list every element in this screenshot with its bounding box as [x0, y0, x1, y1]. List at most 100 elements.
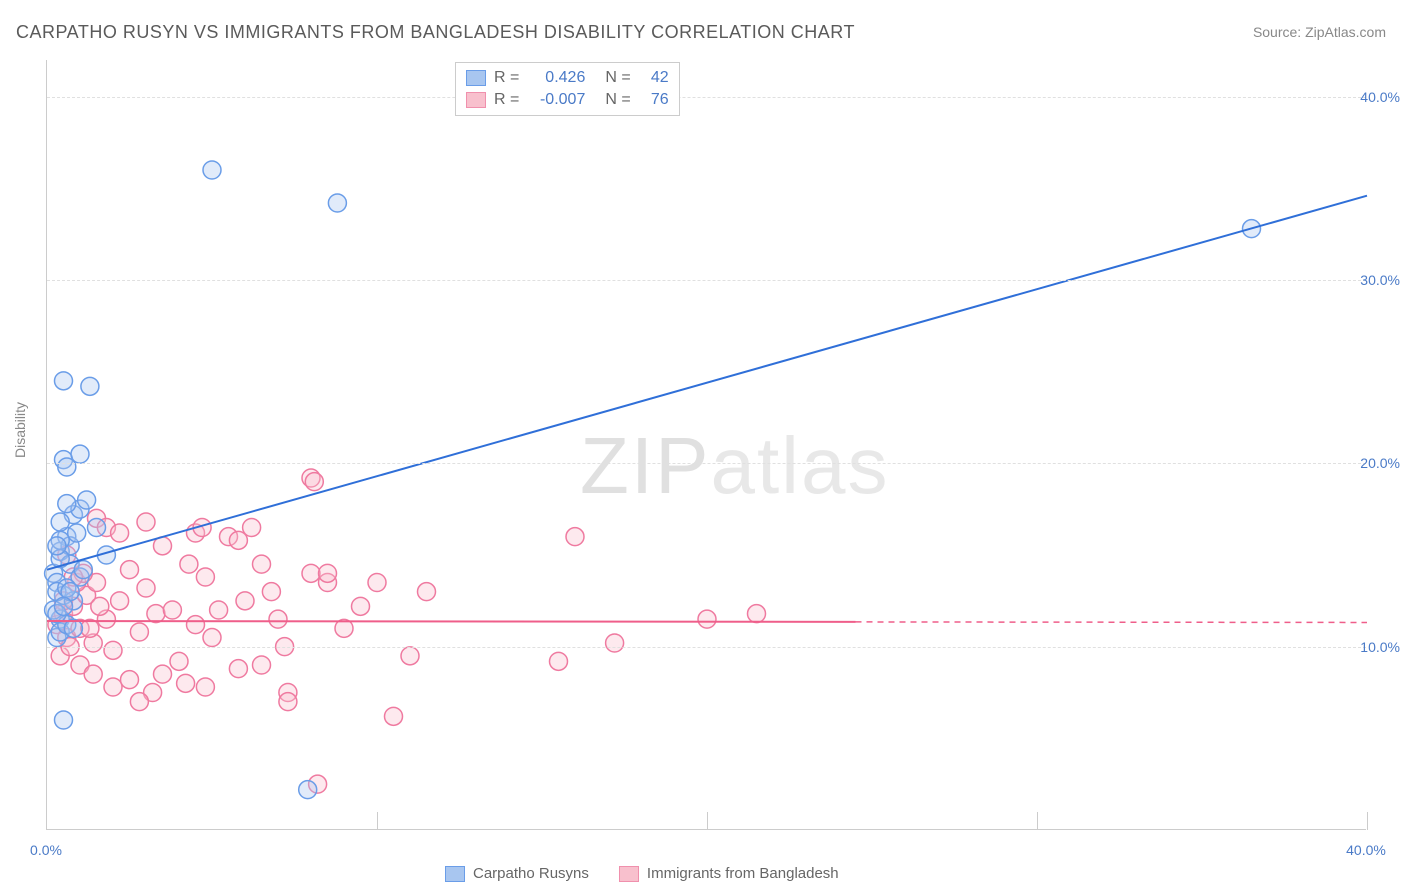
data-point: [121, 561, 139, 579]
data-point: [111, 592, 129, 610]
regression-line: [47, 621, 856, 622]
data-point: [253, 656, 271, 674]
data-point: [130, 623, 148, 641]
data-point: [243, 519, 261, 537]
x-tick-mark: [1367, 812, 1368, 830]
data-point: [302, 564, 320, 582]
r-label: R =: [494, 91, 519, 109]
data-point: [55, 597, 73, 615]
chart-container: CARPATHO RUSYN VS IMMIGRANTS FROM BANGLA…: [0, 0, 1406, 892]
legend-swatch: [619, 866, 639, 882]
legend-series-item: Carpatho Rusyns: [445, 865, 589, 882]
legend-series-label: Carpatho Rusyns: [473, 865, 589, 882]
data-point: [187, 616, 205, 634]
legend-swatch: [445, 866, 465, 882]
data-point: [279, 693, 297, 711]
data-point: [170, 652, 188, 670]
data-point: [319, 564, 337, 582]
gridline-horizontal: [47, 463, 1366, 464]
n-label: N =: [605, 91, 630, 109]
data-point: [177, 674, 195, 692]
data-point: [121, 671, 139, 689]
data-point: [137, 513, 155, 531]
source-attribution: Source: ZipAtlas.com: [1253, 24, 1386, 40]
legend-stats-row: R = -0.007 N = 76: [466, 89, 669, 111]
data-point: [236, 592, 254, 610]
r-value: 0.426: [527, 69, 585, 87]
x-tick-mark: [377, 812, 378, 830]
data-point: [401, 647, 419, 665]
y-tick-label: 20.0%: [1360, 455, 1400, 471]
data-point: [698, 610, 716, 628]
data-point: [748, 605, 766, 623]
x-tick-label: 40.0%: [1346, 842, 1386, 858]
n-label: N =: [605, 69, 630, 87]
data-point: [55, 711, 73, 729]
legend-stats-row: R = 0.426 N = 42: [466, 67, 669, 89]
data-point: [68, 524, 86, 542]
gridline-horizontal: [47, 280, 1366, 281]
data-point: [104, 641, 122, 659]
data-point: [352, 597, 370, 615]
data-point: [368, 574, 386, 592]
plot-area: [46, 60, 1366, 830]
x-tick-mark: [1037, 812, 1038, 830]
x-tick-label: 0.0%: [30, 842, 62, 858]
data-point: [91, 597, 109, 615]
legend-swatch: [466, 92, 486, 108]
gridline-horizontal: [47, 97, 1366, 98]
data-point: [81, 377, 99, 395]
data-point: [566, 528, 584, 546]
data-point: [606, 634, 624, 652]
data-point: [299, 781, 317, 799]
data-point: [196, 568, 214, 586]
data-point: [137, 579, 155, 597]
data-point: [180, 555, 198, 573]
chart-title: CARPATHO RUSYN VS IMMIGRANTS FROM BANGLA…: [16, 22, 855, 43]
data-point: [550, 652, 568, 670]
regression-line: [47, 196, 1367, 570]
gridline-horizontal: [47, 647, 1366, 648]
data-point: [84, 665, 102, 683]
r-label: R =: [494, 69, 519, 87]
r-value: -0.007: [527, 91, 585, 109]
data-point: [71, 445, 89, 463]
n-value: 42: [639, 69, 669, 87]
data-point: [104, 678, 122, 696]
data-point: [130, 693, 148, 711]
data-point: [253, 555, 271, 573]
data-point: [88, 519, 106, 537]
data-point: [154, 665, 172, 683]
x-tick-mark: [707, 812, 708, 830]
plot-svg: [47, 60, 1366, 829]
data-point: [203, 629, 221, 647]
data-point: [58, 495, 76, 513]
y-tick-label: 30.0%: [1360, 272, 1400, 288]
data-point: [262, 583, 280, 601]
data-point: [48, 537, 66, 555]
data-point: [196, 678, 214, 696]
data-point: [111, 524, 129, 542]
data-point: [385, 707, 403, 725]
data-point: [163, 601, 181, 619]
legend-stats-box: R = 0.426 N = 42 R = -0.007 N = 76: [455, 62, 680, 116]
legend-series-label: Immigrants from Bangladesh: [647, 865, 839, 882]
data-point: [418, 583, 436, 601]
data-point: [269, 610, 287, 628]
data-point: [147, 605, 165, 623]
y-axis-label: Disability: [12, 402, 28, 458]
data-point: [328, 194, 346, 212]
y-tick-label: 10.0%: [1360, 639, 1400, 655]
regression-line-extrapolated: [856, 622, 1368, 623]
data-point: [203, 161, 221, 179]
legend-series-item: Immigrants from Bangladesh: [619, 865, 839, 882]
legend-swatch: [466, 70, 486, 86]
legend-series: Carpatho Rusyns Immigrants from Banglades…: [445, 865, 839, 882]
data-point: [305, 473, 323, 491]
y-tick-label: 40.0%: [1360, 89, 1400, 105]
data-point: [229, 660, 247, 678]
n-value: 76: [639, 91, 669, 109]
data-point: [74, 561, 92, 579]
data-point: [210, 601, 228, 619]
data-point: [51, 513, 69, 531]
